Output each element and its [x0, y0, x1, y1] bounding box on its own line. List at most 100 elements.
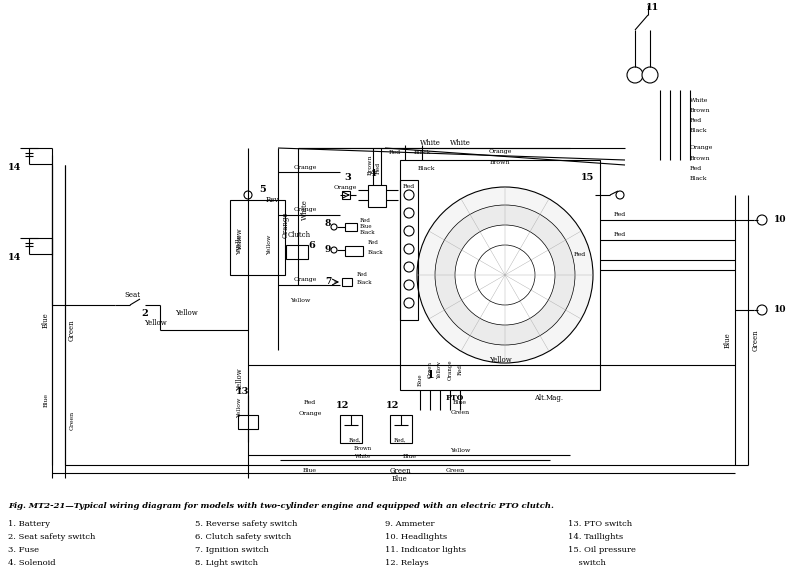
Text: Blue: Blue — [453, 400, 467, 404]
Text: 3: 3 — [345, 172, 351, 182]
Text: Black: Black — [368, 251, 384, 256]
Text: White: White — [690, 97, 708, 103]
Text: 13: 13 — [236, 387, 250, 397]
Text: Black: Black — [690, 128, 707, 132]
Text: Red: Red — [574, 252, 586, 258]
Text: switch: switch — [568, 559, 606, 567]
Text: 2: 2 — [142, 309, 148, 317]
Bar — [345, 246, 363, 256]
Text: Red,: Red, — [349, 437, 362, 443]
Circle shape — [627, 67, 643, 83]
Bar — [390, 415, 412, 443]
Text: Orange: Orange — [294, 208, 317, 212]
Text: Red: Red — [357, 273, 368, 277]
Text: Yellow: Yellow — [489, 356, 511, 364]
Circle shape — [642, 67, 658, 83]
Bar — [238, 415, 258, 429]
Text: Yellow: Yellow — [450, 448, 470, 452]
Circle shape — [417, 187, 593, 363]
Text: Red: Red — [614, 212, 626, 218]
Text: Green: Green — [68, 319, 76, 341]
Text: Green: Green — [389, 467, 411, 475]
Text: Green: Green — [427, 361, 433, 379]
Text: Yellow: Yellow — [144, 319, 166, 327]
Text: Yellow: Yellow — [238, 398, 242, 418]
Text: Brown: Brown — [490, 160, 510, 165]
Text: Blue: Blue — [392, 475, 408, 483]
Circle shape — [616, 191, 624, 199]
Text: Yellow: Yellow — [290, 298, 310, 303]
Text: 5. Reverse safety switch: 5. Reverse safety switch — [195, 520, 298, 528]
Text: 5: 5 — [260, 186, 266, 194]
Text: 1. Battery: 1. Battery — [8, 520, 50, 528]
Text: 8: 8 — [325, 219, 331, 229]
Text: Black: Black — [360, 230, 376, 234]
Text: Black: Black — [414, 150, 430, 154]
Text: 1: 1 — [426, 369, 434, 380]
Text: Blue: Blue — [724, 332, 732, 348]
Text: Red,: Red, — [394, 437, 406, 443]
Text: White: White — [450, 139, 470, 147]
Text: White: White — [419, 139, 441, 147]
Text: Clutch: Clutch — [288, 231, 311, 239]
Circle shape — [331, 224, 337, 230]
Circle shape — [404, 280, 414, 290]
Text: 13. PTO switch: 13. PTO switch — [568, 520, 632, 528]
Text: Brown: Brown — [367, 155, 373, 175]
Bar — [340, 415, 362, 443]
Text: White: White — [355, 454, 371, 459]
Text: Brown: Brown — [690, 107, 710, 113]
Text: Green: Green — [752, 329, 760, 351]
Text: Red: Red — [614, 233, 626, 237]
Text: Red: Red — [690, 118, 702, 122]
Text: 11: 11 — [646, 3, 658, 13]
Text: 4. Solenoid: 4. Solenoid — [8, 559, 56, 567]
Text: 15: 15 — [582, 173, 594, 183]
Text: Mag.: Mag. — [546, 394, 564, 402]
Bar — [368, 185, 386, 207]
Text: 15. Oil pressure: 15. Oil pressure — [568, 546, 636, 554]
Text: Orange: Orange — [334, 184, 357, 190]
Circle shape — [404, 262, 414, 272]
Text: Yellow: Yellow — [236, 369, 244, 392]
Circle shape — [404, 298, 414, 308]
Circle shape — [244, 191, 252, 199]
Text: Orange: Orange — [447, 360, 453, 380]
Text: PTO: PTO — [446, 394, 464, 402]
Text: 14: 14 — [8, 253, 22, 263]
Text: Yellow: Yellow — [438, 361, 442, 379]
Circle shape — [757, 215, 767, 225]
Text: Alt.: Alt. — [534, 394, 546, 402]
Circle shape — [404, 226, 414, 236]
Text: Orange: Orange — [690, 146, 714, 150]
Text: Red: Red — [389, 150, 401, 154]
Text: Blue: Blue — [418, 374, 422, 386]
Text: 3. Fuse: 3. Fuse — [8, 546, 39, 554]
Text: 11. Indicator lights: 11. Indicator lights — [385, 546, 466, 554]
Text: 14. Taillights: 14. Taillights — [568, 533, 623, 541]
Text: 10: 10 — [774, 216, 786, 224]
Text: 6: 6 — [308, 241, 314, 249]
Circle shape — [455, 225, 555, 325]
Text: 7. Ignition switch: 7. Ignition switch — [195, 546, 269, 554]
Text: Orange: Orange — [298, 411, 322, 415]
Text: Brown: Brown — [690, 155, 710, 161]
Text: Red: Red — [690, 165, 702, 171]
Circle shape — [404, 208, 414, 218]
Text: Blue: Blue — [360, 224, 373, 230]
Bar — [342, 191, 350, 199]
Text: Blue: Blue — [403, 454, 417, 459]
Bar — [230, 200, 285, 275]
Text: White: White — [301, 200, 309, 220]
Text: Blue: Blue — [43, 393, 49, 407]
Text: 10. Headlights: 10. Headlights — [385, 533, 447, 541]
Bar — [286, 245, 308, 259]
Text: 12. Relays: 12. Relays — [385, 559, 429, 567]
Text: Black: Black — [418, 165, 435, 171]
Text: Rev: Rev — [266, 196, 279, 204]
Text: Orange: Orange — [488, 150, 512, 154]
Text: 7: 7 — [325, 277, 331, 287]
Text: Seat: Seat — [124, 291, 140, 299]
Text: Red: Red — [458, 365, 462, 375]
Bar — [342, 278, 352, 286]
